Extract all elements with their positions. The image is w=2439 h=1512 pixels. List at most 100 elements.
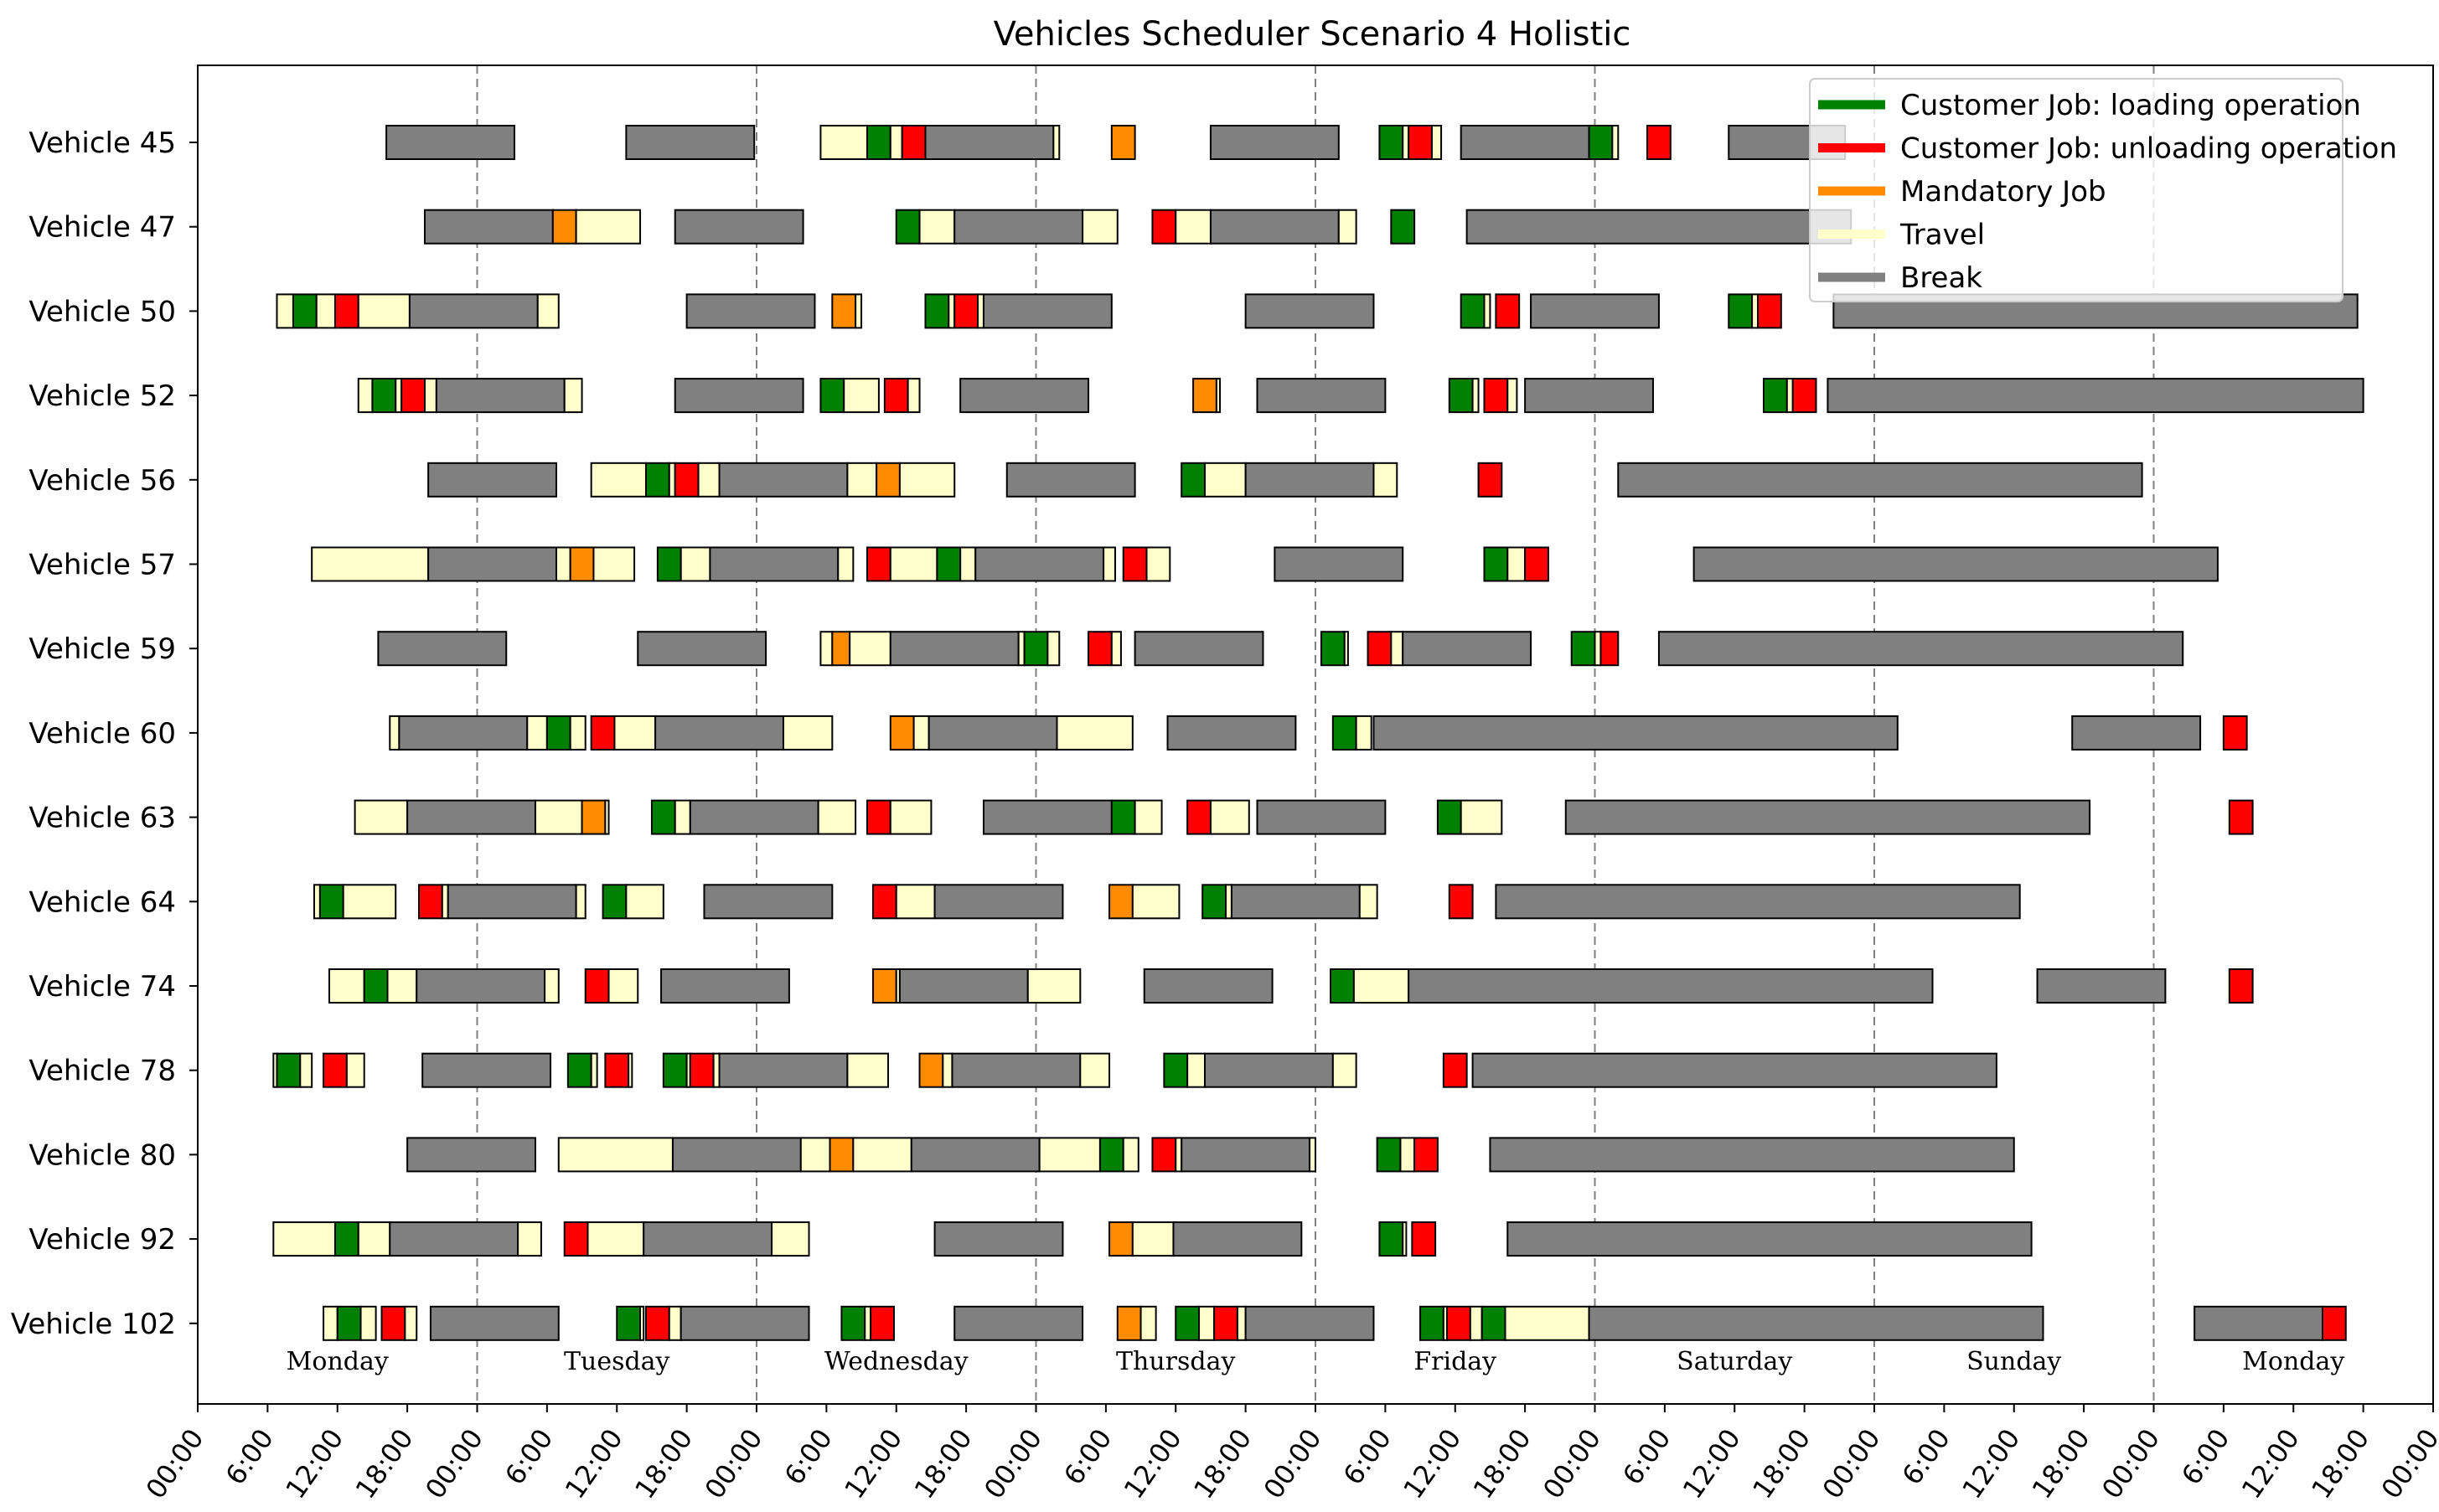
- x-tick-label: 12:00: [2235, 1423, 2306, 1504]
- task-bar-unload: [1122, 546, 1148, 582]
- task-bar-unload: [1495, 293, 1521, 329]
- task-bar-travel: [712, 1052, 721, 1088]
- day-labels: Monday Tuesday Wednesday Thursday Friday Satu…: [287, 1347, 2345, 1376]
- task-bar-break: [447, 884, 577, 920]
- task-bar-break: [709, 546, 840, 582]
- task-bar-load: [866, 125, 891, 160]
- task-bar-unload: [1088, 631, 1113, 667]
- task-bar-travel: [912, 715, 930, 751]
- task-bar-mand: [1116, 1305, 1142, 1341]
- task-bar-unload: [1442, 1052, 1468, 1088]
- task-bar-travel: [1469, 1305, 1483, 1341]
- task-bar-break: [1209, 125, 1340, 160]
- x-tick-label: 00:00: [1537, 1423, 1607, 1504]
- day-label: Wednesday: [824, 1347, 969, 1376]
- task-bar-break: [643, 1221, 773, 1257]
- x-tick-label: 18:00: [908, 1423, 979, 1504]
- task-bar-travel: [569, 715, 586, 751]
- task-bar-travel: [1343, 631, 1349, 667]
- task-bar-break: [377, 631, 508, 667]
- task-bar-travel: [837, 546, 855, 582]
- task-bar-load: [1480, 1305, 1506, 1341]
- task-bar-travel: [959, 546, 977, 582]
- task-bar-travel: [1402, 125, 1410, 160]
- task-bar-load: [336, 1305, 362, 1341]
- task-bar-break: [1203, 1052, 1334, 1088]
- task-bar-travel: [590, 1052, 598, 1088]
- task-bar-break: [1005, 462, 1136, 498]
- task-bar-unload: [1367, 631, 1393, 667]
- task-bar-travel: [948, 293, 956, 329]
- task-bar-travel: [423, 378, 437, 414]
- task-bar-travel: [895, 884, 936, 920]
- task-bar-travel: [942, 1052, 953, 1088]
- task-bar-break: [625, 125, 756, 160]
- x-tick-label: 00:00: [1816, 1423, 1887, 1504]
- task-bar-break: [385, 125, 515, 160]
- task-bar-travel: [357, 293, 411, 329]
- task-bar-travel: [639, 1305, 645, 1341]
- task-bar-load: [840, 1305, 866, 1341]
- task-bar-unload: [866, 799, 891, 835]
- x-tick-label: 18:00: [1187, 1423, 1258, 1504]
- x-tick-label: 00:00: [978, 1423, 1048, 1504]
- task-bar-travel: [1611, 125, 1620, 160]
- task-bar-unload: [866, 546, 891, 582]
- task-bar-travel: [1355, 715, 1372, 751]
- task-bar-unload: [644, 1305, 670, 1341]
- task-bar-travel: [357, 378, 374, 414]
- task-bar-load: [1436, 799, 1462, 835]
- x-tick-label: 12:00: [1956, 1423, 2026, 1504]
- task-bar-unload: [953, 293, 979, 329]
- task-bar-travel: [555, 546, 571, 582]
- x-tick-label: 00:00: [1258, 1423, 1328, 1504]
- task-bar-break: [953, 209, 1084, 245]
- task-bar-mand: [871, 968, 897, 1004]
- task-bar-load: [1378, 1221, 1404, 1257]
- x-tick-label: 6:00: [778, 1423, 839, 1491]
- legend-label-travel: Travel: [1899, 219, 1985, 252]
- task-bar-travel: [674, 799, 691, 835]
- task-bar-break: [1530, 293, 1660, 329]
- x-tick-label: 00:00: [140, 1423, 210, 1504]
- task-bar-travel: [799, 1137, 831, 1173]
- task-bar-travel: [404, 1305, 418, 1341]
- x-tick-label: 12:00: [1118, 1423, 1188, 1504]
- vehicle-label: Vehicle 60: [28, 717, 176, 751]
- task-bar-break: [637, 631, 767, 667]
- task-bar-travel: [1175, 1137, 1183, 1173]
- task-bar-travel: [604, 799, 610, 835]
- task-bar-travel: [625, 884, 664, 920]
- task-bar-travel: [668, 1305, 682, 1341]
- x-tick-label: 18:00: [2305, 1423, 2375, 1504]
- task-bar-break: [910, 1137, 1041, 1173]
- task-bar-mand: [918, 1052, 944, 1088]
- task-bar-travel: [1594, 631, 1602, 667]
- vehicle-label: Vehicle 45: [28, 126, 176, 160]
- task-bar-load: [566, 1052, 592, 1088]
- task-bar-mand: [1108, 884, 1134, 920]
- task-bar-travel: [1236, 1305, 1247, 1341]
- x-tick-label: 00:00: [2375, 1423, 2439, 1504]
- task-bar-break: [421, 1052, 552, 1088]
- task-bar-unload: [1599, 631, 1620, 667]
- vehicle-label: Vehicle 78: [28, 1055, 176, 1088]
- vehicle-label: Vehicle 52: [28, 379, 176, 413]
- x-tick-label: 00:00: [699, 1423, 769, 1504]
- task-bar-break: [1274, 546, 1404, 582]
- task-bar-break: [429, 1305, 560, 1341]
- x-tick-label: 18:00: [349, 1423, 420, 1504]
- day-label: Monday: [287, 1347, 389, 1376]
- vehicle-label: Vehicle 57: [28, 549, 176, 582]
- task-bar-break: [933, 884, 1064, 920]
- task-bar-unload: [883, 378, 909, 414]
- task-bar-unload: [1448, 884, 1474, 920]
- task-bar-break: [1143, 968, 1274, 1004]
- day-label: Friday: [1413, 1347, 1496, 1376]
- task-bar-load: [1110, 799, 1136, 835]
- vehicle-label: Vehicle 92: [28, 1223, 176, 1257]
- task-bar-travel: [315, 293, 336, 329]
- task-bar-travel: [889, 799, 933, 835]
- task-bar-travel: [918, 209, 956, 245]
- task-bar-break: [671, 1137, 802, 1173]
